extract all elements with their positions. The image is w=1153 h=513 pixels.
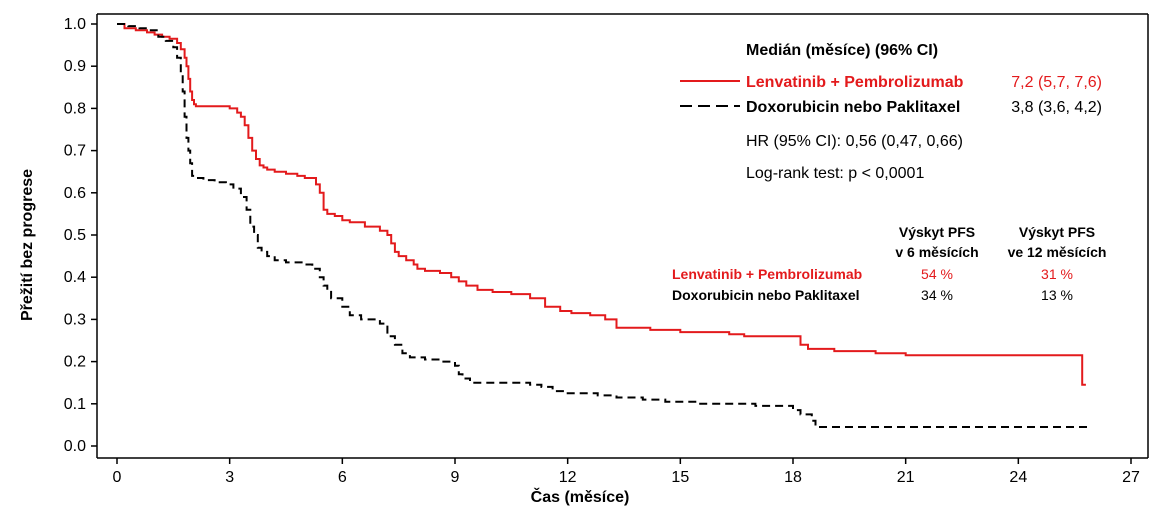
- y-tick-label: 0.3: [64, 311, 86, 328]
- y-tick-label: 1.0: [64, 16, 86, 33]
- table-col2-header-line1: Výskyt PFS: [1019, 224, 1095, 240]
- x-tick-label: 18: [784, 469, 802, 486]
- table-col1-header-line1: Výskyt PFS: [899, 224, 975, 240]
- survival-curve-doxorubicin: [117, 23, 1090, 428]
- x-tick-label: 9: [451, 469, 460, 486]
- logrank-text: Log-rank test: p < 0,0001: [746, 165, 924, 182]
- table-pfs6-lenvatinib: 54 %: [921, 266, 953, 282]
- legend-label-doxorubicin: Doxorubicin nebo Paklitaxel: [746, 99, 960, 116]
- table-pfs12-lenvatinib: 31 %: [1041, 266, 1073, 282]
- x-tick-label: 21: [897, 469, 915, 486]
- y-axis-title: Přežití bez progrese: [19, 169, 36, 321]
- legend-label-lenvatinib: Lenvatinib + Pembrolizumab: [746, 74, 964, 91]
- x-tick-label: 24: [1009, 469, 1027, 486]
- y-tick-label: 0.6: [64, 185, 86, 202]
- y-tick-label: 0.5: [64, 227, 86, 244]
- x-tick-label: 3: [225, 469, 234, 486]
- y-tick-label: 0.9: [64, 58, 86, 75]
- axis-ticks: 0 3 6 9 12 15 18 21 24 27 0.0 0.1 0.2 0.3 0.4 0.5 0.6 0.7…: [64, 16, 1140, 486]
- y-tick-label: 0.0: [64, 438, 86, 455]
- x-tick-label: 27: [1122, 469, 1140, 486]
- y-tick-label: 0.1: [64, 396, 86, 413]
- y-tick-label: 0.7: [64, 143, 86, 160]
- x-tick-label: 12: [559, 469, 577, 486]
- y-tick-label: 0.2: [64, 354, 86, 371]
- x-axis-title: Čas (měsíce): [531, 487, 630, 506]
- table-row-label-doxorubicin: Doxorubicin nebo Paklitaxel: [672, 287, 860, 303]
- legend-header: Medián (měsíce) (96% CI): [746, 42, 938, 59]
- x-tick-label: 6: [338, 469, 347, 486]
- legend-median-doxorubicin: 3,8 (3,6, 4,2): [1011, 99, 1102, 116]
- survival-curve-lenvatinib: [117, 23, 1086, 386]
- y-tick-label: 0.4: [64, 269, 86, 286]
- x-tick-label: 15: [671, 469, 689, 486]
- y-tick-label: 0.8: [64, 100, 86, 117]
- legend-median-lenvatinib: 7,2 (5,7, 7,6): [1011, 74, 1102, 91]
- table-col1-header-line2: v 6 měsících: [895, 244, 978, 260]
- table-pfs12-doxorubicin: 13 %: [1041, 287, 1073, 303]
- survival-curves: [117, 23, 1090, 428]
- table-pfs6-doxorubicin: 34 %: [921, 287, 953, 303]
- x-tick-label: 0: [113, 469, 122, 486]
- hazard-ratio-text: HR (95% CI): 0,56 (0,47, 0,66): [746, 133, 963, 150]
- table-col2-header-line2: ve 12 měsících: [1008, 244, 1107, 260]
- table-row-label-lenvatinib: Lenvatinib + Pembrolizumab: [672, 266, 862, 282]
